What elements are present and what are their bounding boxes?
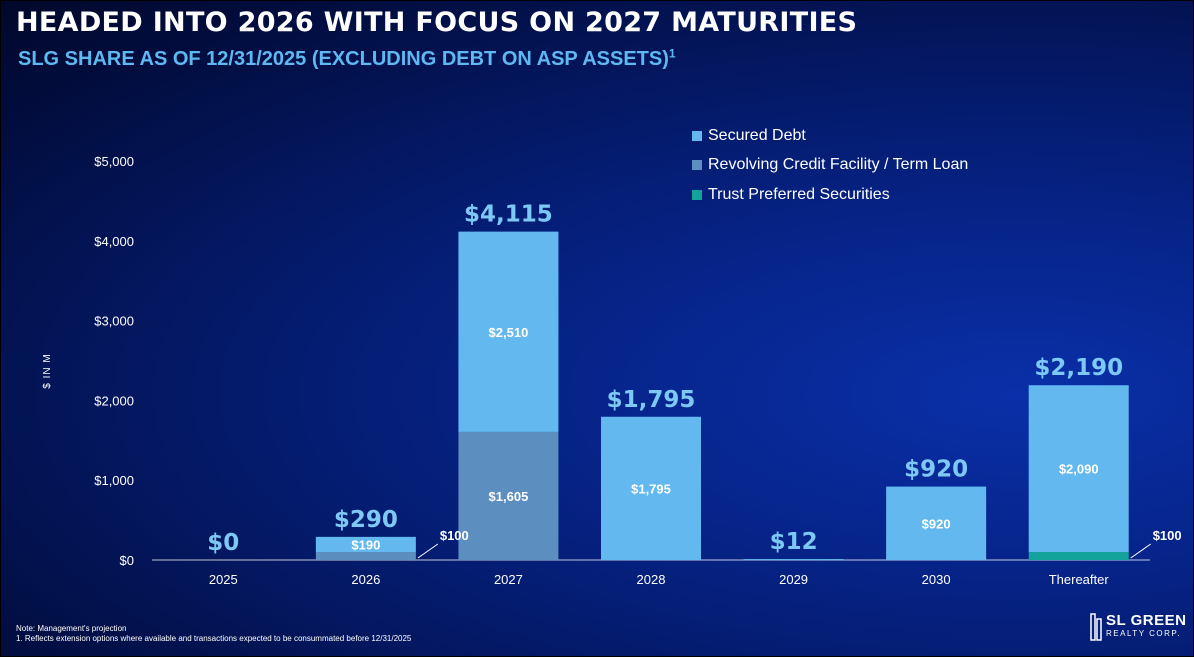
logo-mark-icon bbox=[1090, 613, 1104, 641]
total-label: $1,795 bbox=[607, 387, 696, 413]
x-tick-label: 2028 bbox=[637, 572, 666, 587]
bar-thereafter-trust-preferred-securities bbox=[1029, 552, 1129, 560]
callout-leader bbox=[418, 544, 438, 558]
total-label: $12 bbox=[770, 529, 818, 555]
footnote-note: Note: Management's projection bbox=[16, 624, 126, 633]
y-tick-label: $4,000 bbox=[94, 234, 134, 249]
logo-tagline: REALTY CORP. bbox=[1106, 629, 1181, 638]
segment-label: $2,090 bbox=[1059, 462, 1099, 477]
x-tick-label: 2026 bbox=[351, 572, 380, 587]
y-tick-label: $1,000 bbox=[94, 473, 134, 488]
x-tick-label: Thereafter bbox=[1049, 572, 1110, 587]
bar-2026-revolving-credit-facility-term-loan bbox=[316, 552, 416, 560]
bar-2029-secured-debt bbox=[744, 559, 844, 560]
x-tick-label: 2027 bbox=[494, 572, 523, 587]
company-logo: SL GREEN REALTY CORP. bbox=[1090, 612, 1182, 642]
legend-swatch-revolving-credit bbox=[692, 160, 702, 170]
total-label: $290 bbox=[334, 507, 398, 533]
legend-swatch-trust-preferred bbox=[692, 190, 702, 200]
segment-label: $1,795 bbox=[631, 481, 671, 496]
segment-label: $2,510 bbox=[489, 325, 529, 340]
segment-label: $1,605 bbox=[489, 489, 529, 504]
y-axis-label: $ IN M bbox=[42, 353, 53, 388]
footnote-1: 1. Reflects extension options where avai… bbox=[16, 634, 411, 643]
x-tick-label: 2025 bbox=[209, 572, 238, 587]
segment-label: $190 bbox=[351, 537, 380, 552]
chart-legend: Secured Debt Revolving Credit Facility /… bbox=[692, 121, 968, 210]
legend-item-revolving-credit: Revolving Credit Facility / Term Loan bbox=[692, 151, 968, 181]
total-label: $920 bbox=[904, 457, 968, 483]
y-tick-label: $3,000 bbox=[94, 314, 134, 329]
y-tick-label: $2,000 bbox=[94, 393, 134, 408]
logo-wordmark: SL GREEN bbox=[1106, 612, 1186, 629]
y-tick-label: $0 bbox=[120, 553, 134, 568]
x-tick-label: 2030 bbox=[922, 572, 951, 587]
callout-label: $100 bbox=[1153, 528, 1182, 543]
total-label: $4,115 bbox=[464, 202, 553, 228]
callout-label: $100 bbox=[440, 528, 469, 543]
segment-label: $920 bbox=[922, 516, 951, 531]
total-label: $2,190 bbox=[1034, 355, 1123, 381]
legend-label-revolving-credit: Revolving Credit Facility / Term Loan bbox=[708, 156, 968, 174]
legend-item-secured-debt: Secured Debt bbox=[692, 121, 968, 151]
total-label: $0 bbox=[207, 530, 239, 556]
x-tick-label: 2029 bbox=[779, 572, 808, 587]
y-tick-label: $5,000 bbox=[94, 154, 134, 169]
legend-label-trust-preferred: Trust Preferred Securities bbox=[708, 186, 890, 204]
legend-label-secured-debt: Secured Debt bbox=[708, 127, 806, 145]
legend-item-trust-preferred: Trust Preferred Securities bbox=[692, 180, 968, 210]
callout-leader bbox=[1131, 544, 1151, 558]
legend-swatch-secured-debt bbox=[692, 131, 702, 141]
